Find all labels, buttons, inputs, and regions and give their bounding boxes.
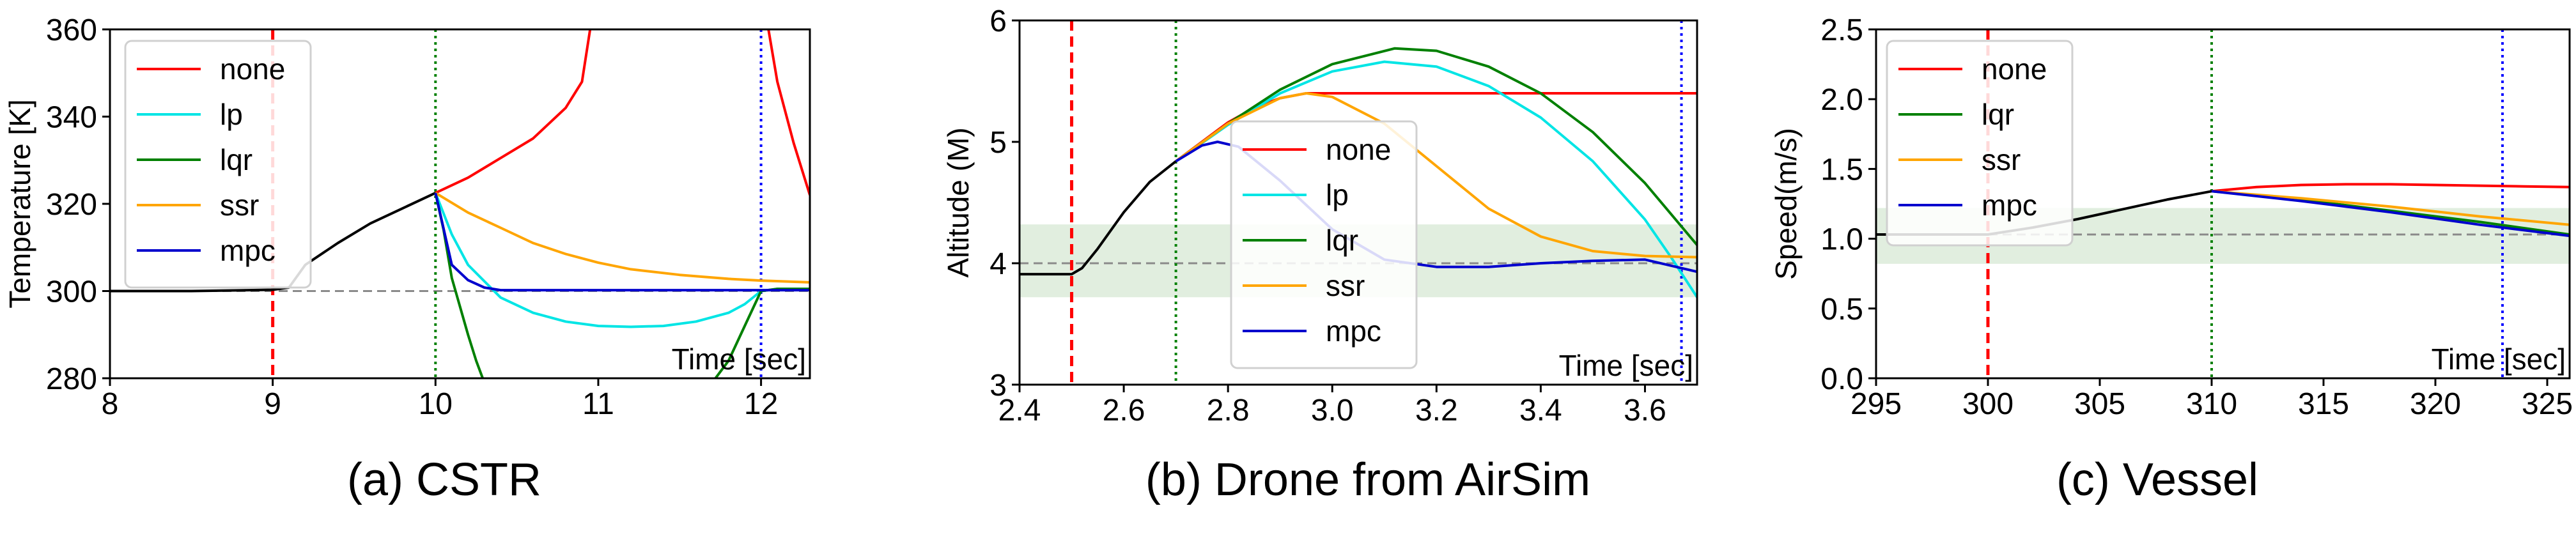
x-tick-label: 3.4: [1519, 394, 1562, 427]
legend-label-ssr: ssr: [1982, 143, 2021, 176]
x-tick-label: 9: [264, 387, 281, 421]
series-line-none: [435, 29, 810, 196]
x-tick-label: 3.6: [1624, 394, 1666, 427]
legend-label-ssr: ssr: [1326, 269, 1365, 302]
series-line-ssr: [2211, 190, 2570, 226]
y-tick-label: 300: [46, 275, 97, 309]
series-line-lp: [434, 192, 810, 328]
series-line-mpc: [434, 192, 810, 292]
plot-frame: [1875, 28, 2571, 380]
plot-frame: [1018, 19, 1698, 386]
legend-label-mpc: mpc: [220, 234, 275, 267]
legend: none lp lqr ssr mpc: [1230, 120, 1418, 369]
series-line-mpc: [2211, 190, 2570, 238]
y-tick-label: 2.0: [1820, 83, 1863, 117]
legend-box: [1230, 120, 1418, 369]
legend-box: [1886, 40, 2074, 247]
x-tick-label: 3.2: [1415, 394, 1458, 427]
x-tick-label: 300: [1962, 387, 2013, 421]
series-line-none: [2211, 183, 2570, 193]
chart-2: 2.4 2.6 2.8 3.0 3.2 3.4 3.6 3 4 5 6 Altitude (M) Tim…: [942, 4, 1698, 505]
legend-label-lqr: lqr: [1982, 98, 2014, 131]
time-label: Time [sec]: [2432, 342, 2566, 376]
y-tick-label: 0.5: [1820, 293, 1863, 327]
y-tick-label: 5: [989, 126, 1007, 160]
chart-caption: (c) Vessel: [2056, 454, 2258, 505]
y-tick-label: 2.5: [1820, 13, 1863, 47]
legend-label-mpc: mpc: [1982, 188, 2037, 222]
series-line-lqr: [1175, 47, 1697, 246]
series-line-lp: [1175, 60, 1697, 298]
legend-box: [124, 40, 312, 289]
y-tick-label: 4: [989, 247, 1007, 281]
y-tick-label: 0.0: [1820, 362, 1863, 396]
legend-label-none: none: [220, 52, 285, 86]
y-tick-label: 1.5: [1820, 153, 1863, 187]
x-tick-label: 295: [1851, 387, 1902, 421]
y-tick-label: 320: [46, 188, 97, 222]
legend-label-mpc: mpc: [1326, 314, 1381, 348]
x-tick-label: 2.6: [1103, 394, 1145, 427]
y-tick-label: 340: [46, 101, 97, 135]
x-tick-label: 8: [102, 387, 119, 421]
legend-label-lp: lp: [1326, 178, 1349, 211]
series-line-baseline: [1020, 160, 1177, 276]
y-tick-label: 6: [989, 4, 1007, 38]
chart-caption: (a) CSTR: [347, 454, 541, 505]
x-tick-label: 325: [2522, 387, 2573, 421]
x-tick-label: 310: [2186, 387, 2237, 421]
chart-3: 295 300 305 310 315 320 325 0.0 0.5 1.0 1.5 2.0 2.5 S…: [1769, 13, 2573, 505]
time-label: Time [sec]: [672, 342, 806, 376]
y-tick-label: 1.0: [1820, 223, 1863, 257]
x-tick-label: 2.8: [1207, 394, 1250, 427]
series-line-ssr: [435, 192, 810, 284]
x-tick-label: 12: [744, 387, 778, 421]
chart-1: 8 9 10 11 12 280 300 320 340 360 Temperature [K] Ti…: [3, 13, 811, 505]
legend: none lp lqr ssr mpc: [124, 40, 312, 289]
y-axis-label: Temperature [K]: [3, 99, 36, 308]
x-tick-label: 11: [582, 387, 614, 421]
legend-label-ssr: ssr: [220, 188, 259, 222]
x-tick-label: 305: [2074, 387, 2125, 421]
legend-label-none: none: [1326, 133, 1391, 166]
legend-label-none: none: [1982, 52, 2047, 86]
x-tick-label: 315: [2298, 387, 2349, 421]
chart-caption: (b) Drone from AirSim: [1145, 454, 1590, 505]
y-tick-label: 3: [989, 369, 1007, 403]
y-axis-label: Altitude (M): [942, 127, 975, 277]
y-tick-label: 280: [46, 362, 97, 396]
y-axis-label: Speed(m/s): [1769, 128, 1803, 280]
x-tick-label: 2.4: [998, 394, 1041, 427]
x-tick-label: 320: [2410, 387, 2461, 421]
x-tick-label: 10: [419, 387, 453, 421]
time-label: Time [sec]: [1559, 349, 1693, 382]
legend-label-lqr: lqr: [1326, 224, 1358, 257]
y-tick-label: 360: [46, 13, 97, 47]
legend-label-lp: lp: [220, 98, 243, 131]
legend-label-lqr: lqr: [220, 143, 252, 176]
x-tick-label: 3.0: [1311, 394, 1354, 427]
legend: none lqr ssr mpc: [1886, 40, 2074, 247]
